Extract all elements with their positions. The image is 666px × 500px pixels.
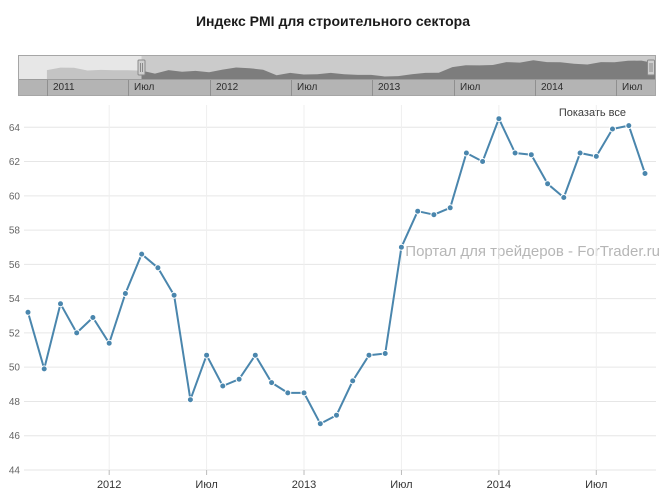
nav-axis-label: Июл: [291, 80, 317, 96]
data-point-marker[interactable]: [154, 264, 162, 272]
data-point-marker[interactable]: [381, 350, 389, 357]
y-axis-label: 54: [9, 294, 21, 305]
data-point-marker[interactable]: [576, 149, 584, 157]
y-axis-label: 56: [9, 260, 21, 271]
data-point-marker[interactable]: [300, 389, 308, 397]
range-navigator[interactable]: 2011 Июл 2012 Июл 2013 Июл 2014 Июл: [18, 55, 656, 96]
data-point-marker[interactable]: [121, 290, 129, 297]
pmi-line-chart: 44 46 48 50 52 54 56 58 60 62 64 2012 Июл 2013 Июл 2014…: [9, 105, 656, 491]
y-axis-label: 46: [9, 431, 21, 442]
data-point-marker[interactable]: [479, 158, 487, 165]
data-point-marker[interactable]: [235, 375, 243, 383]
pmi-series-line: [27, 117, 646, 425]
data-point-marker[interactable]: [495, 115, 503, 123]
y-axis-label: 48: [9, 397, 21, 408]
data-point-marker[interactable]: [268, 379, 276, 387]
data-point-marker[interactable]: [105, 339, 113, 347]
navigator-axis: 2011 Июл 2012 Июл 2013 Июл 2014 Июл: [19, 79, 655, 96]
x-axis-label: Июл: [390, 479, 412, 491]
data-point-marker[interactable]: [560, 194, 568, 201]
y-axis-label: 58: [9, 226, 21, 237]
nav-axis-label: 2012: [210, 80, 238, 96]
nav-axis-label: Июл: [128, 80, 154, 96]
nav-axis-label: 2014: [535, 80, 563, 96]
data-point-marker[interactable]: [544, 180, 552, 188]
data-point-marker[interactable]: [40, 365, 48, 373]
y-axis-label: 50: [9, 363, 21, 374]
data-point-marker[interactable]: [170, 291, 178, 299]
navigator-handle[interactable]: [647, 59, 655, 76]
data-point-marker[interactable]: [511, 149, 519, 157]
nav-axis-label: 2011: [47, 80, 75, 96]
data-point-marker[interactable]: [138, 250, 146, 258]
data-point-marker[interactable]: [625, 122, 633, 130]
y-axis-label: 62: [9, 157, 21, 168]
nav-axis-label: Июл: [454, 80, 480, 96]
data-point-marker[interactable]: [349, 377, 357, 385]
data-point-marker[interactable]: [24, 308, 32, 316]
data-point-marker[interactable]: [251, 351, 259, 359]
nav-axis-label: 2013: [372, 80, 400, 96]
data-point-marker[interactable]: [333, 411, 340, 419]
data-point-marker[interactable]: [316, 420, 324, 428]
x-axis-label: Июл: [195, 479, 217, 491]
data-point-marker[interactable]: [430, 211, 438, 219]
y-axis-label: 52: [9, 328, 21, 339]
data-point-marker[interactable]: [219, 382, 227, 390]
navigator-area-chart[interactable]: [19, 56, 655, 79]
y-axis-label: 60: [9, 191, 21, 202]
data-point-marker[interactable]: [57, 300, 64, 308]
data-point-marker[interactable]: [527, 151, 535, 159]
data-point-marker[interactable]: [414, 207, 422, 215]
data-point-marker[interactable]: [609, 125, 616, 133]
navigator-unselected-mask: [19, 56, 142, 79]
nav-axis-label: Июл: [616, 80, 642, 96]
data-point-marker[interactable]: [89, 314, 97, 321]
x-axis-label: 2014: [487, 479, 511, 491]
data-point-marker[interactable]: [203, 351, 211, 359]
navigator-handle[interactable]: [137, 59, 146, 76]
show-all-button[interactable]: Показать все: [558, 107, 626, 119]
data-point-marker[interactable]: [397, 243, 405, 251]
navigator-silhouette: [46, 60, 655, 79]
x-axis-label: Июл: [585, 479, 607, 491]
data-point-marker[interactable]: [73, 329, 81, 337]
y-axis-label: 44: [9, 466, 21, 477]
x-axis-label: 2012: [97, 479, 121, 491]
chart-title: Индекс PMI для строительного сектора: [195, 13, 471, 29]
data-point-marker[interactable]: [592, 152, 600, 160]
data-point-marker[interactable]: [186, 396, 194, 404]
data-point-marker[interactable]: [641, 170, 649, 177]
data-point-marker[interactable]: [365, 351, 373, 359]
x-axis-label: 2013: [292, 479, 316, 491]
data-point-marker[interactable]: [284, 389, 292, 397]
data-point-marker[interactable]: [462, 149, 470, 157]
data-point-marker[interactable]: [446, 204, 454, 212]
y-axis-label: 64: [9, 123, 21, 134]
